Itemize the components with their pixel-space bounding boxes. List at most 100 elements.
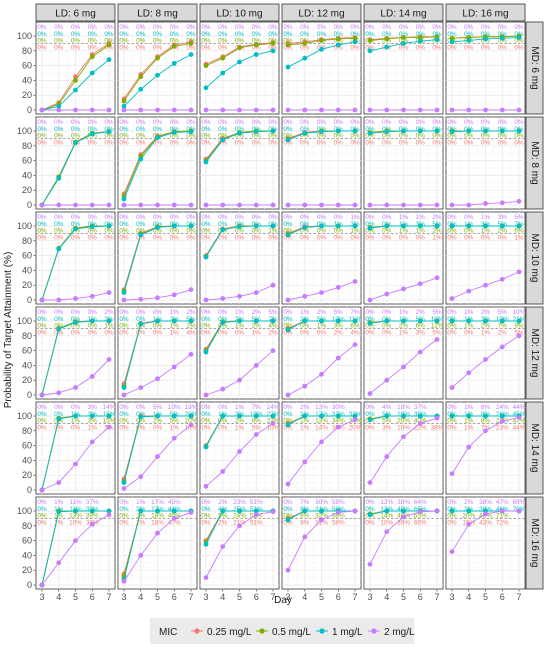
data-point [188,287,194,293]
risk-label: 0% [283,119,293,126]
x-tick-label: 5 [155,592,160,602]
risk-label: 0% [252,119,262,126]
risk-label: 0% [447,424,457,431]
risk-label: 7% [252,404,262,411]
data-point [39,392,45,398]
y-tick-label: 100 [17,506,32,516]
risk-label: 0% [268,119,278,126]
risk-label: 13% [315,418,328,425]
y-tick-label: 80 [22,141,32,151]
risk-label: 7% [498,323,508,330]
data-point [384,508,390,514]
risk-label: 0% [37,309,47,316]
risk-label: 0% [283,139,293,146]
risk-label: 0% [268,24,278,31]
y-tick-label: 80 [22,521,32,531]
data-point [106,318,112,324]
data-point [270,41,276,46]
risk-label: 0% [382,119,392,126]
data-point [367,48,373,54]
risk-label: 0% [71,31,81,38]
risk-label: 0% [104,234,114,241]
data-point [188,510,194,515]
risk-label: 0% [153,38,163,45]
risk-label: 0% [416,24,426,31]
risk-label: 69% [513,499,526,506]
data-point [434,415,440,421]
risk-label: 0% [88,139,98,146]
data-point [203,63,209,68]
risk-label: 0% [186,234,196,241]
facet-panel: 0%0%1%2%5%0%0%1%5%10%0%0%2%6%12%0%0%1%3%… [363,306,444,400]
data-point [367,417,373,423]
risk-label: 0% [54,133,64,140]
risk-label: 0% [153,119,163,126]
risk-label: 0% [37,513,47,520]
facet-panel: 0%0%1%7%24%0%1%3%10%22%0%0%2%8%22%0%0%1%… [199,401,280,495]
risk-label: 0% [218,139,228,146]
data-point [89,224,95,230]
column-strip-label: LD: 16 mg [462,9,508,20]
risk-label: 1% [300,418,310,425]
risk-label: 2% [153,418,163,425]
data-point [417,349,423,355]
data-point [106,290,112,295]
risk-label: 1% [464,323,474,330]
risk-label: 38% [397,499,410,506]
data-point [106,508,112,514]
data-point [89,293,95,299]
risk-label: 0% [283,329,293,336]
data-point [237,377,242,383]
data-point [352,128,358,134]
data-point [253,413,259,419]
risk-label: 0% [71,38,81,45]
risk-label: 1% [350,228,360,235]
risk-label: 0% [416,44,426,51]
data-point [220,55,226,61]
risk-label: 0% [136,234,146,241]
risk-label: 1% [268,228,278,235]
data-point [335,202,341,208]
risk-label: 0% [300,221,310,228]
data-point [352,318,358,324]
data-point [367,512,373,518]
risk-label: 8% [300,519,310,526]
risk-label: 0% [71,126,81,133]
risk-label: 0% [498,133,508,140]
risk-label: 18% [151,513,164,520]
legend-key-point [259,628,265,634]
risk-label: 0% [252,133,262,140]
x-axis-title: Day [274,595,292,606]
risk-label: 0% [514,44,524,51]
risk-label: 0% [71,119,81,126]
risk-label: 0% [334,119,344,126]
risk-label: 0% [365,119,375,126]
data-point [466,38,472,43]
data-point [138,232,144,238]
data-point [188,202,194,208]
data-point [106,424,112,430]
risk-label: 0% [300,133,310,140]
risk-label: 10% [185,424,198,431]
data-point [352,202,358,208]
risk-label: 0% [334,228,344,235]
data-point [220,386,226,392]
risk-label: 0% [283,506,293,513]
risk-label: 0% [71,309,81,316]
data-point [483,223,488,229]
risk-label: 0% [235,329,245,336]
risk-label: 0% [317,228,327,235]
risk-label: 44% [513,424,526,431]
risk-label: 0% [218,329,228,336]
data-point [270,282,276,288]
risk-label: 0% [464,31,474,38]
data-point [203,444,209,450]
data-point [237,318,242,324]
facet-panel: 0%1%17%45%0%2%17%44%0%2%18%46%0%2%18%47% [117,496,198,590]
facet-panel: 0%0%0%3%14%0%0%1%3%15%0%0%1%3%15%0%0%0%1… [35,401,116,495]
risk-label: 0% [136,44,146,51]
data-point [138,321,144,327]
risk-label: 0% [37,133,47,140]
data-point [319,223,324,229]
data-point [483,201,488,206]
